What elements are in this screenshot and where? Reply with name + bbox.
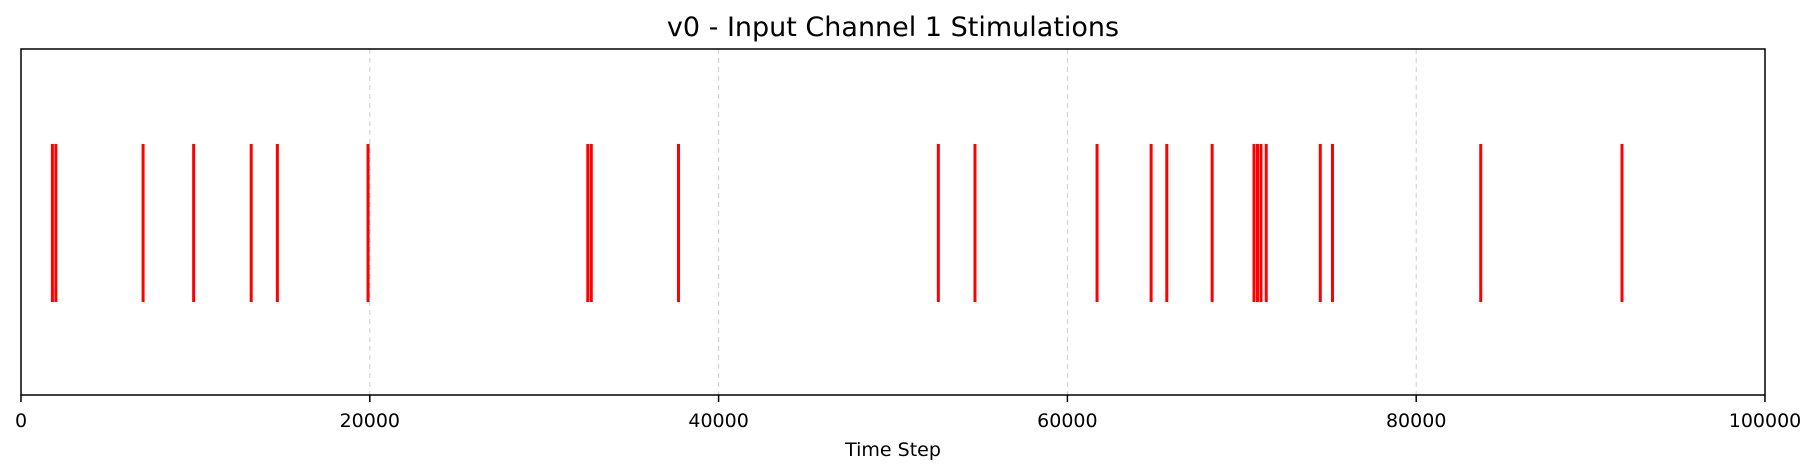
plot-area-frame bbox=[20, 48, 1766, 396]
x-axis-label: Time Step bbox=[844, 439, 941, 461]
x-tick-label: 60000 bbox=[1037, 410, 1097, 432]
grid-lines bbox=[369, 49, 1417, 395]
x-tick-label: 80000 bbox=[1386, 410, 1446, 432]
x-tick-label: 100000 bbox=[1729, 410, 1802, 432]
x-tick-label: 0 bbox=[15, 410, 27, 432]
x-tick-label: 40000 bbox=[688, 410, 748, 432]
x-tick-label: 20000 bbox=[340, 410, 400, 432]
event-markers bbox=[50, 144, 1624, 302]
x-axis-ticks: 0 20000 40000 60000 80000 100000 bbox=[15, 395, 1801, 432]
chart-title: v0 - Input Channel 1 Stimulations bbox=[667, 12, 1119, 43]
